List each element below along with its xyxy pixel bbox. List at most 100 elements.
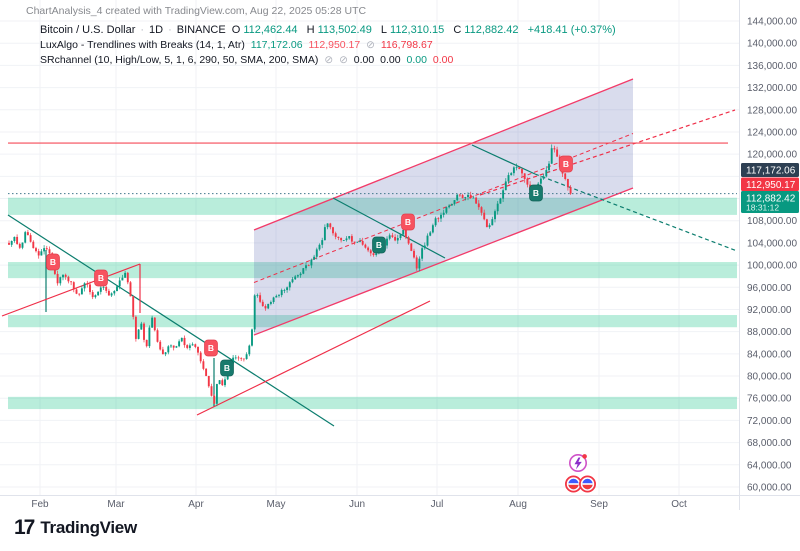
descending-trendline-aug [471,144,536,175]
ascending-channel [253,78,634,336]
time-axis-label: Oct [671,499,687,510]
ohlc-high: H 113,502.49 [306,24,372,36]
price-axis-label: 120,000.00 [747,150,797,161]
price-axis-label: 60,000.00 [747,483,792,494]
luxalgo-upper-value: 117,172.06 [250,39,303,51]
candlesticks[interactable] [8,144,572,407]
disabled-value-icon: ⊘ [366,39,375,51]
svg-text:B: B [208,343,214,353]
legend-separator: · [168,24,172,36]
luxalgo-indicator-title[interactable]: LuxAlgo - Trendlines with Breaks (14, 1,… [40,39,245,51]
footer-bar: 17 TradingView [0,510,800,551]
price-axis-label: 108,000.00 [747,216,797,227]
price-axis-label: 104,000.00 [747,238,797,249]
daily-change: +418.41 (+0.37%) [527,24,616,36]
boost-lightning-icon[interactable] [569,454,587,472]
srchannel-indicator-row[interactable]: SRchannel (10, High/Low, 5, 1, 6, 290, 5… [40,53,619,68]
descending-trendline-jun [332,197,446,259]
grid-lines [0,0,739,495]
tradingview-logo[interactable]: 17 TradingView [14,516,137,540]
break-badge [220,359,234,377]
svg-text:B: B [533,188,539,198]
price-axis-label: 132,000.00 [747,83,797,94]
price-axis-label: 84,000.00 [747,349,792,360]
price-axis-label: 128,000.00 [747,105,797,116]
ohlc-low: L 112,310.15 [380,24,445,36]
srchannel-indicator-title[interactable]: SRchannel (10, High/Low, 5, 1, 6, 290, 5… [40,54,319,66]
time-axis-label: Mar [107,499,125,510]
tradingview-logo-text: TradingView [40,518,137,537]
price-axis-label: 96,000.00 [747,283,792,294]
notification-dot [582,454,587,459]
navy-price-tag [741,163,799,177]
time-axis-label: Sep [590,499,608,510]
price-axis-label: 76,000.00 [747,394,792,405]
time-axis-label: Feb [31,499,49,510]
price-axis-label: 68,000.00 [747,438,792,449]
srchannel-value-1: 0.00 [353,54,375,66]
break-badge [401,213,415,231]
luxalgo-indicator-row[interactable]: LuxAlgo - Trendlines with Breaks (14, 1,… [40,38,619,53]
price-axis-label: 100,000.00 [747,261,797,272]
teal-price-tag [741,191,799,213]
bar-close-countdown: 18:31:12 [746,203,779,213]
time-axis-label: Jun [349,499,365,510]
price-axis-label: 92,000.00 [747,305,792,316]
price-axis-label: 124,000.00 [747,127,797,138]
svg-text:B: B [50,257,56,267]
price-axis-label: 140,000.00 [747,39,797,50]
luxalgo-break-value: 116,798.67 [380,39,433,51]
svg-text:112,950.17: 112,950.17 [746,180,796,191]
chart-legend: Bitcoin / U.S. Dollar · 1D · BINANCE O 112,46… [40,23,619,68]
break-badge [46,253,60,271]
price-axis-label: 88,000.00 [747,327,792,338]
symbol-interval[interactable]: 1D [149,24,164,36]
tradingview-logo-mark-icon: 17 [14,516,35,539]
ohlc-close: C 112,882.42 [453,24,519,36]
chart-watermark: ChartAnalysis_4 created with TradingView… [26,5,367,17]
disabled-value-icon: ⊘ [339,54,348,66]
time-axis-label: May [267,499,286,510]
svg-text:B: B [563,159,569,169]
time-axis-label: Apr [188,499,204,510]
srchannel-value-2: 0.00 [380,54,401,66]
symbol-exchange[interactable]: BINANCE [176,24,226,36]
time-axis[interactable]: Feb Mar Apr May Jun Jul Aug Sep Oct [31,499,687,510]
break-badge [204,339,218,357]
break-badge [372,236,386,254]
ohlc-open: O 112,462.44 [231,24,298,36]
svg-text:117,172.06: 117,172.06 [746,166,796,177]
price-axis-label: 136,000.00 [747,61,797,72]
price-axis-label: 80,000.00 [747,372,792,383]
legend-separator: · [140,24,145,36]
reaction-icons [562,450,602,496]
break-badge [559,155,573,173]
time-axis-label: Aug [509,499,527,510]
symbol-title[interactable]: Bitcoin / U.S. Dollar [40,24,136,36]
symbol-legend-row[interactable]: Bitcoin / U.S. Dollar · 1D · BINANCE O 112,46… [40,23,619,38]
support-resistance-zones [8,197,737,410]
ascending-support-feb [1,263,141,317]
break-badge [94,269,108,287]
price-axis-label: 144,000.00 [747,17,797,28]
srchannel-value-4: 0.00 [432,54,454,66]
price-axis-label: 64,000.00 [747,460,792,471]
luxalgo-lower-value: 112,950.17 [308,39,361,51]
break-badge [529,184,543,202]
svg-text:B: B [405,217,411,227]
time-axis-label: Jul [431,499,444,510]
red-price-tag [741,177,799,191]
descending-trendline-feb-apr [7,214,335,427]
upper-trendline-extension [479,109,736,196]
svg-text:B: B [98,273,104,283]
srchannel-value-3: 0.00 [406,54,427,66]
svg-text:B: B [224,363,230,373]
reaction-emoji-icons[interactable] [565,475,596,493]
disabled-value-icon: ⊘ [324,54,334,66]
svg-text:B: B [376,240,382,250]
price-axis[interactable]: 60,000.00 64,000.00 68,000.00 72,000.00 76,0… [747,17,797,494]
